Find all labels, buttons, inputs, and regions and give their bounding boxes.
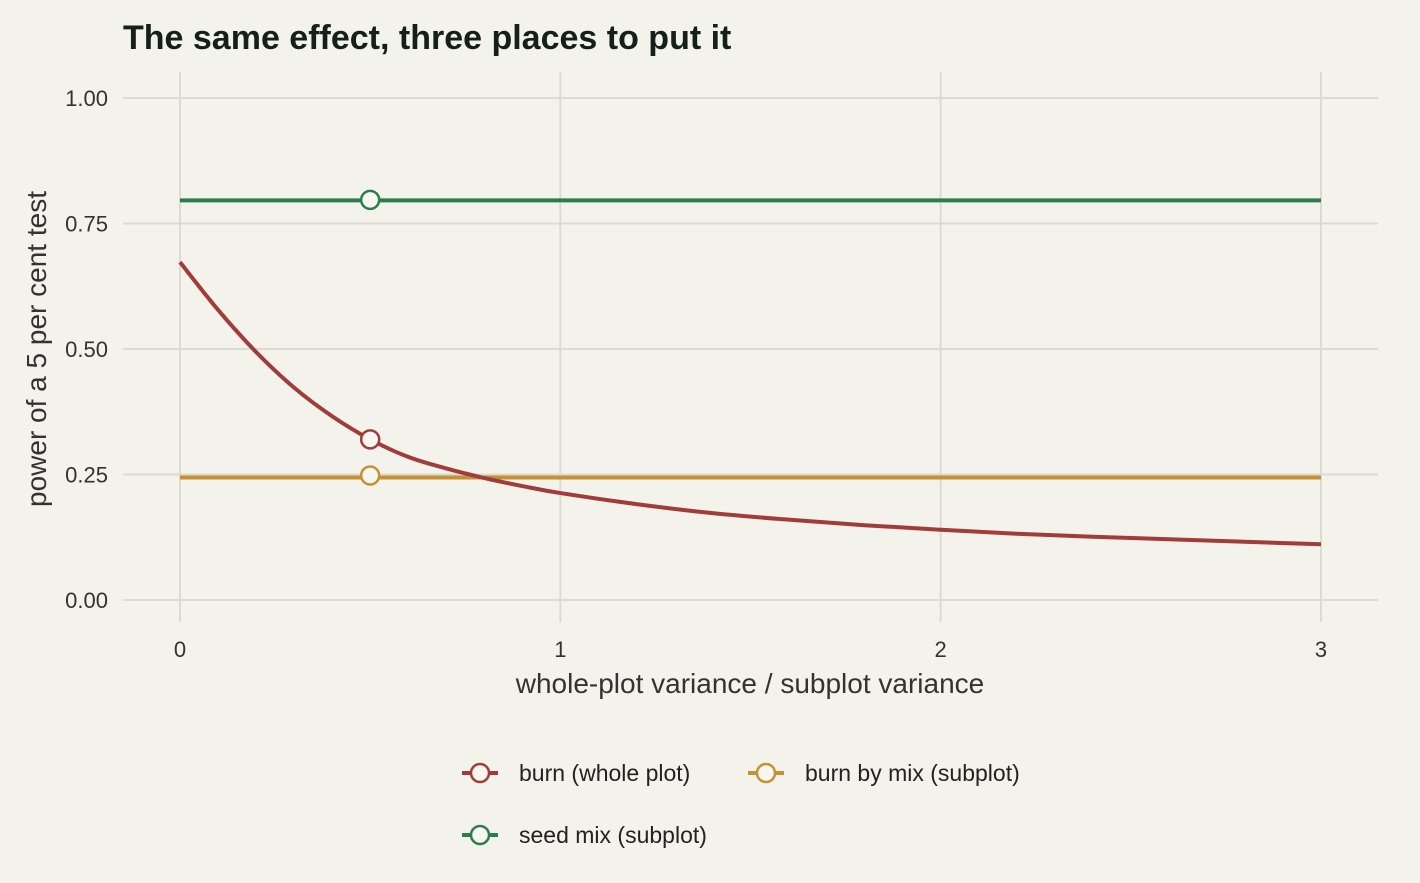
legend-item: seed mix (subplot) <box>462 822 707 848</box>
x-tick-label: 1 <box>554 637 566 662</box>
y-tick-label: 0.75 <box>65 212 108 237</box>
series-line <box>178 260 1322 547</box>
chart-title: The same effect, three places to put it <box>123 19 731 57</box>
legend-swatch-marker <box>755 762 777 784</box>
series-marker <box>359 429 381 450</box>
legend-label: burn (whole plot) <box>519 760 690 786</box>
x-tick-labels: 0 1 2 3 <box>174 637 1327 662</box>
series-lines <box>178 198 1322 547</box>
gridlines <box>123 72 1378 622</box>
legend-swatch-marker <box>469 824 491 846</box>
series-marker <box>359 465 381 486</box>
x-tick-label: 2 <box>935 637 947 662</box>
x-tick-label: 0 <box>174 637 186 662</box>
legend-label: seed mix (subplot) <box>519 822 707 848</box>
x-tick-label: 3 <box>1315 637 1327 662</box>
series-markers <box>359 189 381 486</box>
series-marker <box>359 189 381 211</box>
y-tick-label: 0.00 <box>65 588 108 613</box>
y-tick-label: 0.50 <box>65 337 108 362</box>
y-axis-label: power of a 5 per cent test <box>21 191 52 507</box>
x-axis-label: whole-plot variance / subplot variance <box>515 668 984 699</box>
legend-swatch-marker <box>469 762 491 784</box>
legend-item: burn (whole plot) <box>462 760 690 786</box>
legend-item: burn by mix (subplot) <box>748 760 1020 786</box>
y-tick-label: 0.25 <box>65 463 108 488</box>
legend: burn (whole plot) burn by mix (subplot) se… <box>462 760 1020 848</box>
y-tick-labels: 0.00 0.25 0.50 0.75 1.00 <box>65 86 108 613</box>
legend-label: burn by mix (subplot) <box>805 760 1020 786</box>
y-tick-label: 1.00 <box>65 86 108 111</box>
